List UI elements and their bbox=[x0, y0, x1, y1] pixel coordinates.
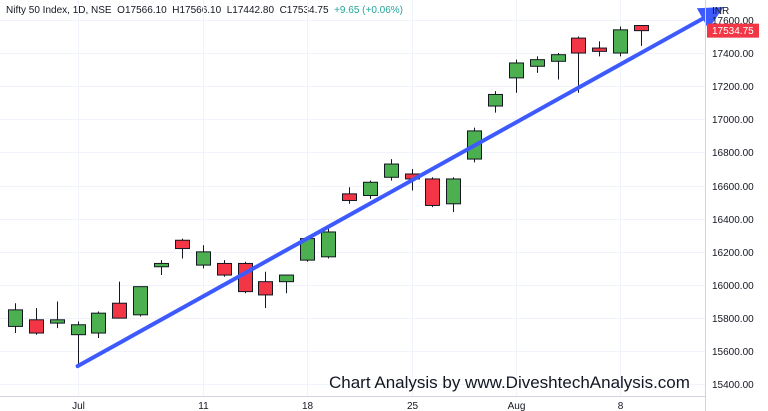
price-tick-label: 16200.00 bbox=[712, 248, 754, 259]
candle-body bbox=[29, 319, 44, 334]
high-value: H17566.10 bbox=[172, 5, 222, 16]
price-tick-label: 15600.00 bbox=[712, 347, 754, 358]
price-axis[interactable]: 15400.00 15600.00 15800.00 16000.00 16200.00… bbox=[712, 16, 754, 391]
candle bbox=[613, 26, 628, 57]
candle bbox=[71, 321, 86, 365]
candle bbox=[446, 177, 461, 213]
candle-body bbox=[196, 251, 211, 266]
price-tick-label: 17000.00 bbox=[712, 115, 754, 126]
price-tick-label: 17600.00 bbox=[712, 16, 754, 27]
candle bbox=[258, 271, 273, 309]
current-price-tag: 17534.75 bbox=[707, 23, 759, 38]
symbol-label: Nifty 50 Index, 1D, NSE bbox=[6, 5, 112, 16]
candle-body bbox=[592, 47, 607, 52]
price-tick-label: 16600.00 bbox=[712, 182, 754, 193]
candle bbox=[133, 286, 148, 317]
time-axis[interactable]: Jul 11 18 25 Aug 8 bbox=[72, 401, 624, 411]
candle bbox=[112, 281, 127, 319]
open-value: O17566.10 bbox=[117, 5, 167, 16]
trend-arrow[interactable] bbox=[75, 7, 724, 369]
chart-header: Nifty 50 Index, 1D, NSE O17566.10 H17566… bbox=[6, 5, 403, 16]
candle-body bbox=[634, 25, 649, 32]
candle-body bbox=[175, 239, 190, 250]
candle-body bbox=[530, 59, 545, 67]
time-tick-label: Jul bbox=[72, 401, 85, 411]
candle-body bbox=[613, 29, 628, 54]
time-tick-label: 25 bbox=[407, 401, 419, 411]
candle-body bbox=[154, 262, 169, 268]
candle bbox=[509, 59, 524, 93]
price-tick-label: 17200.00 bbox=[712, 82, 754, 93]
candle bbox=[384, 159, 399, 181]
change-value: +9.65 (+0.06%) bbox=[334, 5, 404, 16]
candle-body bbox=[258, 281, 273, 296]
candle bbox=[551, 53, 566, 80]
candle bbox=[279, 274, 294, 294]
candle-body bbox=[446, 178, 461, 205]
candle-body bbox=[384, 163, 399, 178]
price-tick-label: 17400.00 bbox=[712, 49, 754, 60]
grid bbox=[0, 0, 705, 396]
candle-body bbox=[488, 93, 503, 107]
candle-body bbox=[551, 54, 566, 62]
candle bbox=[154, 260, 169, 276]
candle bbox=[217, 260, 232, 277]
current-price-label: 17534.75 bbox=[712, 26, 754, 37]
candle bbox=[571, 36, 586, 93]
candle bbox=[196, 245, 211, 269]
time-tick-label: 11 bbox=[198, 401, 209, 411]
candle-body bbox=[363, 181, 378, 197]
candle-body bbox=[217, 262, 232, 276]
candle bbox=[425, 177, 440, 208]
candle-body bbox=[112, 302, 127, 319]
candle-body bbox=[8, 309, 23, 327]
candle-body bbox=[321, 231, 336, 258]
price-tick-label: 16400.00 bbox=[712, 215, 754, 226]
candle bbox=[29, 308, 44, 335]
candle bbox=[530, 56, 545, 73]
time-tick-label: 18 bbox=[302, 401, 314, 411]
candle bbox=[321, 228, 336, 259]
candle-body bbox=[342, 193, 357, 201]
time-tick-label: 8 bbox=[618, 401, 624, 411]
candle bbox=[634, 25, 649, 46]
candle-body bbox=[571, 37, 586, 54]
candle bbox=[300, 236, 315, 262]
candle bbox=[8, 303, 23, 334]
trend-line bbox=[75, 7, 724, 369]
candle-body bbox=[279, 274, 294, 283]
low-value: L17442.80 bbox=[226, 5, 275, 16]
candle bbox=[175, 238, 190, 259]
candle bbox=[342, 187, 357, 204]
price-tick-label: 15400.00 bbox=[712, 380, 754, 391]
candle bbox=[592, 41, 607, 57]
candles bbox=[8, 25, 649, 365]
candle-body bbox=[91, 312, 106, 334]
candle bbox=[91, 311, 106, 339]
candle-body bbox=[50, 319, 65, 324]
candle-body bbox=[425, 178, 440, 206]
watermark: Chart Analysis by www.DiveshtechAnalysis… bbox=[329, 373, 690, 392]
time-tick-label: Aug bbox=[508, 401, 526, 411]
candle-body bbox=[133, 286, 148, 316]
candle bbox=[488, 91, 503, 113]
price-tick-label: 16000.00 bbox=[712, 281, 754, 292]
candle-body bbox=[509, 62, 524, 79]
candle bbox=[363, 180, 378, 199]
price-tick-label: 15800.00 bbox=[712, 314, 754, 325]
candle-body bbox=[71, 324, 86, 336]
candle bbox=[50, 301, 65, 329]
close-value: C17534.75 bbox=[279, 5, 329, 16]
currency-label: INR bbox=[712, 6, 729, 17]
price-tick-label: 16800.00 bbox=[712, 148, 754, 159]
